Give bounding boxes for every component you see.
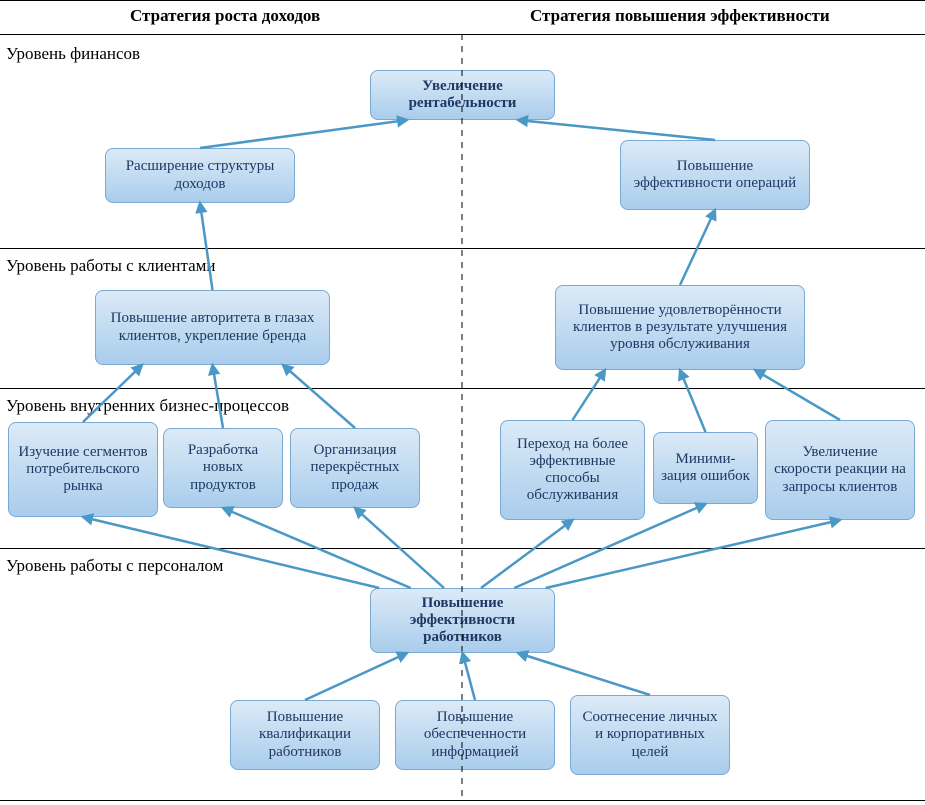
node-opeff: Повышение эффективности операций xyxy=(620,140,810,210)
node-brand: Повышение авторитета в глазах клиентов, … xyxy=(95,290,330,365)
node-goals: Соотнесение личных и корпоративных целей xyxy=(570,695,730,775)
node-expand: Расширение структуры доходов xyxy=(105,148,295,203)
edge xyxy=(283,365,355,428)
edge xyxy=(200,120,407,148)
edge xyxy=(546,520,840,588)
column-header: Стратегия роста доходов xyxy=(130,6,320,26)
divider-line xyxy=(0,548,925,549)
divider-line xyxy=(0,388,925,389)
node-profit: Увеличение рентабельности xyxy=(370,70,555,120)
edge xyxy=(573,370,606,420)
divider-line xyxy=(0,800,925,801)
divider-line xyxy=(0,34,925,35)
edge xyxy=(481,520,573,588)
row-label: Уровень внутренних бизнес-процессов xyxy=(6,396,289,416)
diagram-canvas: Стратегия роста доходов Стратегия повышен… xyxy=(0,0,925,805)
row-label: Уровень работы с клиентами xyxy=(6,256,216,276)
node-seg: Изучение сегментов потребительского рынк… xyxy=(8,422,158,517)
edge xyxy=(518,653,650,695)
node-qual: Повышение квалификации работников xyxy=(230,700,380,770)
divider-line xyxy=(0,0,925,1)
node-satisf: Повышение удовлетворённости клиентов в р… xyxy=(555,285,805,370)
node-min: Миними-зация ошибок xyxy=(653,432,758,504)
edge xyxy=(305,653,407,700)
node-speed: Увеличение скорости реакции на запросы к… xyxy=(765,420,915,520)
node-cross: Организация перекрёстных продаж xyxy=(290,428,420,508)
edge xyxy=(83,517,379,588)
node-serve: Переход на более эффективные способы обс… xyxy=(500,420,645,520)
node-newprod: Разработка новых продуктов xyxy=(163,428,283,508)
row-label: Уровень работы с персоналом xyxy=(6,556,223,576)
node-info: Повышение обеспеченности информацией xyxy=(395,700,555,770)
divider-line xyxy=(0,248,925,249)
row-label: Уровень финансов xyxy=(6,44,140,64)
edge xyxy=(680,370,706,432)
edge xyxy=(463,653,476,700)
column-header: Стратегия повышения эффективности xyxy=(530,6,830,26)
edge xyxy=(200,203,213,290)
edge xyxy=(755,370,840,420)
edge xyxy=(518,120,715,140)
node-staffeff: Повышение эффективности работников xyxy=(370,588,555,653)
